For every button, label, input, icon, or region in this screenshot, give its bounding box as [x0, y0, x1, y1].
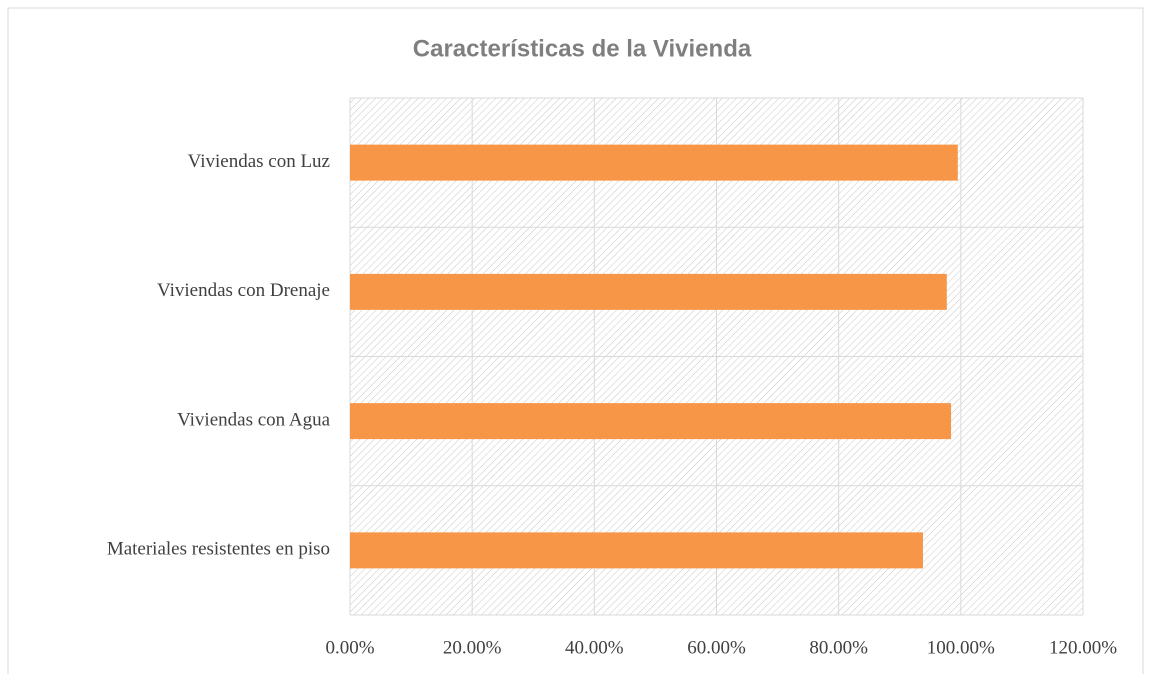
bar [350, 273, 947, 310]
chart-frame [7, 7, 1144, 674]
y-tick-label: Materiales resistentes en piso [107, 539, 330, 560]
x-tick-label: 0.00% [325, 637, 374, 658]
bar [350, 403, 952, 440]
x-tick-label: 20.00% [443, 637, 502, 658]
y-tick-label: Viviendas con Luz [188, 151, 330, 172]
x-tick-label: 80.00% [809, 637, 868, 658]
x-tick-label: 60.00% [687, 637, 746, 658]
y-tick-label: Viviendas con Drenaje [157, 280, 330, 301]
bar [350, 144, 958, 181]
chart-title: Características de la Vivienda [413, 35, 752, 62]
bar [350, 532, 923, 569]
y-tick-label: Viviendas con Agua [177, 409, 331, 430]
x-tick-label: 40.00% [565, 637, 624, 658]
x-tick-label: 120.00% [1049, 637, 1117, 658]
x-tick-label: 100.00% [927, 637, 995, 658]
